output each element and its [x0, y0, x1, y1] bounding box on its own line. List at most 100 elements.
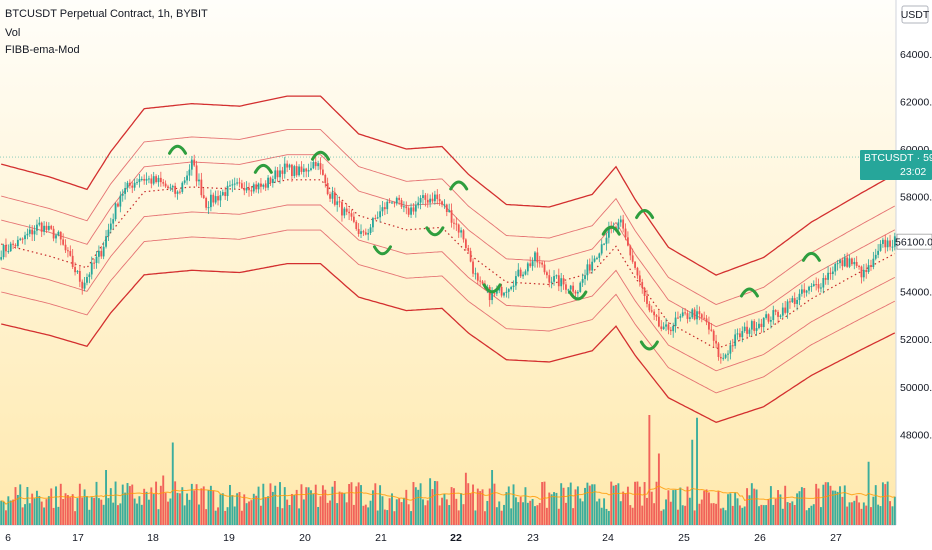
candle	[417, 196, 420, 209]
volume-bar	[264, 497, 267, 525]
candle	[884, 234, 887, 254]
candle	[400, 197, 403, 210]
candle	[50, 224, 53, 231]
volume-bar	[681, 505, 684, 525]
candle	[407, 206, 410, 218]
candle	[703, 311, 706, 320]
candle	[565, 281, 567, 294]
currency-box[interactable]	[901, 5, 929, 24]
volume-bar	[529, 500, 532, 525]
candle	[586, 259, 589, 281]
volume-bar	[69, 497, 72, 525]
candle	[727, 350, 729, 362]
candle	[524, 269, 527, 276]
candle	[422, 189, 424, 205]
candle	[550, 276, 553, 289]
volume-indicator-label[interactable]: Vol	[5, 27, 20, 39]
bar-countdown: 23:02	[900, 166, 926, 178]
volume-bar	[791, 501, 794, 525]
volume-bar	[884, 484, 887, 525]
candle	[286, 160, 289, 173]
volume-bar	[157, 509, 160, 525]
volume-bar	[655, 481, 658, 525]
volume-bar	[276, 506, 279, 525]
volume-bar	[648, 415, 651, 525]
volume-bar	[167, 501, 169, 525]
signal-arc	[639, 340, 659, 351]
candle	[662, 322, 665, 330]
candle	[381, 200, 384, 217]
volume-bar	[333, 481, 336, 525]
volume-bar	[417, 489, 420, 525]
candle	[140, 176, 143, 182]
volume-bar	[267, 496, 270, 525]
candle	[262, 183, 265, 190]
candle	[450, 203, 453, 228]
candle	[374, 214, 377, 220]
volume-bar	[738, 505, 741, 525]
candle	[536, 247, 539, 268]
candle	[326, 177, 329, 196]
volume-bar	[345, 502, 348, 525]
fibb-indicator-label[interactable]: FIBB-ema-Mod	[5, 44, 80, 56]
candle	[460, 227, 463, 238]
volume-bar	[443, 493, 446, 525]
volume-bar	[707, 492, 710, 525]
volume-bar	[846, 506, 849, 525]
candle	[379, 204, 381, 223]
volume-bar	[224, 510, 227, 525]
volume-bar	[553, 492, 555, 525]
candle	[257, 182, 260, 194]
candle	[331, 186, 334, 204]
volume-bar	[767, 499, 770, 525]
candle	[252, 182, 255, 194]
volume-bar	[352, 504, 355, 525]
time-tick: 18	[147, 532, 159, 544]
candle	[362, 229, 365, 237]
candle	[803, 283, 806, 298]
candle	[453, 218, 455, 230]
candle	[102, 241, 105, 260]
candle	[174, 182, 177, 198]
candle	[62, 233, 65, 246]
candle	[369, 223, 372, 235]
volume-bar	[26, 486, 29, 525]
volume-bar	[190, 483, 193, 525]
candle	[886, 237, 889, 252]
volume-bar	[879, 506, 882, 525]
volume-bar	[271, 491, 274, 525]
candle	[874, 248, 877, 261]
candle	[545, 270, 548, 279]
volume-bar	[307, 487, 310, 525]
candle	[865, 263, 868, 279]
price-tick: 48000.0	[900, 429, 932, 441]
candle	[560, 272, 563, 293]
candle	[748, 327, 751, 337]
volume-bar	[610, 481, 613, 525]
volume-bar	[526, 502, 529, 525]
candle	[481, 279, 484, 286]
volume-bar	[112, 502, 115, 525]
volume-bar	[310, 490, 312, 525]
candle	[269, 176, 272, 186]
candle	[357, 223, 360, 237]
candle	[372, 216, 374, 232]
time-axis[interactable]: 6 17 18 19 20 21 22 23 24 25 26 27	[5, 532, 842, 544]
volume-bar	[231, 495, 234, 525]
volume-bar	[684, 505, 687, 525]
candle	[9, 241, 12, 252]
volume-bar	[779, 494, 782, 525]
candle	[893, 232, 896, 251]
volume-bar	[524, 487, 527, 525]
volume-bar	[572, 508, 575, 525]
volume-bar	[259, 505, 262, 525]
volume-bar	[274, 485, 277, 525]
volume-bar	[441, 497, 443, 525]
volume-bar	[891, 506, 894, 525]
candle	[822, 273, 825, 294]
volume-bar	[855, 495, 858, 525]
candle	[781, 302, 784, 319]
candle	[283, 156, 286, 179]
